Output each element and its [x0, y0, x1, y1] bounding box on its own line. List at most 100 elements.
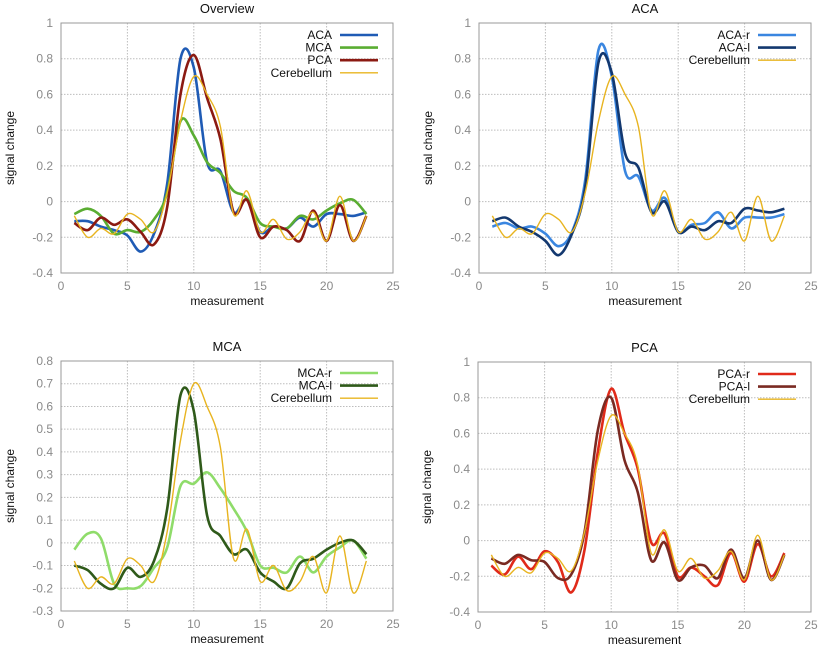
y-tick-label: 0.4 [36, 123, 53, 137]
x-tick-label: 0 [476, 279, 483, 293]
x-axis-label: measurement [608, 294, 682, 308]
chart-panel-aca: 0 5 10 15 20 25 -0.4 -0.2 0 0.2 0.4 0.6 0.8 1 ACA measu… [421, 1, 818, 308]
plot-frame [478, 22, 812, 274]
legend-label: PCA [307, 53, 332, 67]
y-tick-label: 0.6 [36, 399, 53, 413]
y-tick-label: 0.8 [36, 354, 53, 368]
legend-label: Cerebellum [689, 392, 750, 406]
chart-panel-overview: 0 5 10 15 20 25 -0.4 -0.2 0 0.2 0.4 0.6 0.8 1 Overview… [3, 1, 400, 308]
x-axis-label: measurement [608, 633, 682, 647]
x-tick-label: 20 [738, 618, 752, 632]
chart-panel-mca: 0 5 10 15 20 25 -0.3 -0.2 -0.1 0 0.1 0.2 0.3 0.4 0.5 0.… [3, 339, 400, 646]
y-axis-label: signal change [421, 111, 435, 185]
series-line-mca-r [73, 471, 368, 591]
series-line-aca-l [491, 51, 785, 257]
x-tick-label: 20 [320, 279, 334, 293]
legend-label: Cerebellum [271, 66, 332, 80]
x-tick-label: 15 [254, 617, 268, 631]
y-tick-label: -0.2 [450, 230, 471, 244]
y-tick-label: -0.1 [32, 559, 53, 573]
plot-frame [477, 361, 812, 613]
legend-label: MCA-r [297, 366, 332, 380]
y-tick-label: -0.4 [32, 266, 53, 280]
y-tick-label: 1 [46, 16, 53, 30]
chart-title: ACA [632, 1, 659, 16]
series-line-cerebellum [490, 414, 786, 581]
y-tick-label: 0.8 [36, 52, 53, 66]
x-tick-label: 25 [386, 279, 400, 293]
legend-label: MCA-l [299, 379, 332, 393]
chart-title: PCA [631, 340, 658, 355]
series-line-mca-l [73, 386, 368, 591]
x-tick-label: 5 [124, 279, 131, 293]
y-tick-label: 0.2 [453, 498, 470, 512]
legend-label: ACA [307, 28, 332, 42]
legend-label: Cerebellum [689, 53, 750, 67]
y-axis-label: signal change [3, 111, 17, 185]
y-tick-label: 0.7 [36, 377, 53, 391]
x-tick-label: 10 [187, 279, 201, 293]
y-tick-label: 1 [463, 355, 470, 369]
y-tick-label: -0.3 [32, 604, 53, 618]
y-tick-label: 0.2 [36, 159, 53, 173]
y-tick-label: 0.5 [36, 422, 53, 436]
y-tick-label: 0.8 [453, 391, 470, 405]
y-tick-label: -0.4 [449, 605, 470, 619]
y-tick-label: 0.8 [454, 52, 471, 66]
y-tick-label: 0.4 [453, 462, 470, 476]
x-tick-label: 25 [386, 617, 400, 631]
y-tick-label: 0.2 [36, 490, 53, 504]
legend-label: ACA-r [717, 28, 750, 42]
y-tick-label: 0.4 [454, 123, 471, 137]
y-axis-label: signal change [420, 450, 434, 524]
x-tick-label: 0 [58, 279, 65, 293]
y-axis-label: signal change [3, 449, 17, 523]
series-line-pca [73, 53, 368, 247]
y-tick-label: 0 [464, 195, 471, 209]
y-tick-label: 0.6 [453, 426, 470, 440]
x-tick-label: 10 [605, 618, 619, 632]
legend-label: PCA-l [719, 380, 750, 394]
y-tick-label: 1 [464, 16, 471, 30]
legend-label: PCA-r [717, 367, 750, 381]
x-tick-label: 0 [58, 617, 65, 631]
series-line-cerebellum [73, 75, 368, 242]
chart-title: MCA [213, 339, 242, 354]
y-tick-label: -0.2 [32, 581, 53, 595]
y-tick-label: 0 [46, 195, 53, 209]
y-tick-label: 0.2 [454, 159, 471, 173]
y-tick-label: -0.2 [449, 569, 470, 583]
x-tick-label: 25 [804, 618, 818, 632]
x-axis-label: measurement [190, 632, 264, 646]
y-tick-label: 0.4 [36, 445, 53, 459]
x-tick-label: 15 [672, 279, 686, 293]
x-tick-label: 5 [541, 618, 548, 632]
y-tick-label: 0.6 [454, 87, 471, 101]
x-tick-label: 10 [605, 279, 619, 293]
x-tick-label: 5 [542, 279, 549, 293]
series-line-pca-l [490, 395, 786, 582]
y-tick-label: -0.2 [32, 230, 53, 244]
y-tick-label: 0.6 [36, 87, 53, 101]
y-tick-label: 0 [46, 536, 53, 550]
legend-label: Cerebellum [271, 391, 332, 405]
y-tick-label: 0 [463, 534, 470, 548]
x-tick-label: 25 [804, 279, 818, 293]
x-tick-label: 15 [671, 618, 685, 632]
y-tick-label: 0.1 [36, 513, 53, 527]
plot-frame [60, 22, 394, 274]
x-tick-label: 15 [254, 279, 268, 293]
x-tick-label: 5 [124, 617, 131, 631]
legend-label: MCA [305, 41, 332, 55]
x-axis-label: measurement [190, 294, 264, 308]
chart-title: Overview [200, 1, 255, 16]
y-tick-label: 0.3 [36, 468, 53, 482]
legend-label: ACA-l [719, 41, 750, 55]
series-line-aca-r [491, 42, 785, 248]
x-tick-label: 20 [320, 617, 334, 631]
plot-frame [60, 360, 394, 612]
x-tick-label: 20 [738, 279, 752, 293]
series-line-cerebellum [491, 75, 786, 242]
x-tick-label: 10 [187, 617, 201, 631]
